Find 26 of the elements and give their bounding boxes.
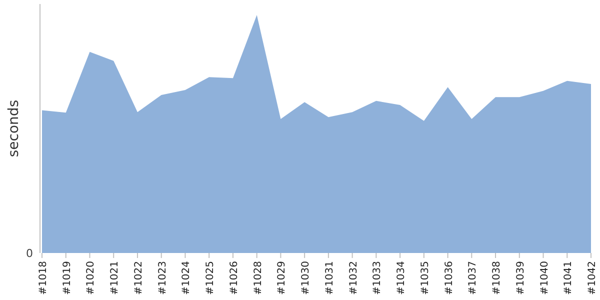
x-tick-label: #1024 xyxy=(181,261,192,295)
x-tick-label: #1023 xyxy=(157,261,168,295)
x-tick-label: #1036 xyxy=(444,261,455,295)
x-tick-label: #1030 xyxy=(300,261,312,295)
x-tick-label: #1028 xyxy=(252,261,264,295)
x-tick-label: #1037 xyxy=(468,261,479,295)
x-tick-label: #1026 xyxy=(228,261,240,295)
x-tick-label: #1031 xyxy=(324,261,336,295)
x-tick-label: #1019 xyxy=(62,261,73,295)
y-axis-title: seconds xyxy=(6,100,22,158)
x-tick-label: #1039 xyxy=(515,261,526,295)
x-tick-label: #1020 xyxy=(86,261,97,295)
x-tick-label: #1018 xyxy=(38,261,49,295)
x-tick-label: #1033 xyxy=(372,261,384,295)
x-tick-label: #1038 xyxy=(492,261,503,295)
x-tick-label: #1034 xyxy=(396,261,408,295)
annotation: 0 xyxy=(26,246,33,260)
x-tick-label: #1035 xyxy=(420,261,431,295)
x-tick-label: #1022 xyxy=(133,261,144,295)
x-tick-label: #1040 xyxy=(539,261,550,295)
x-tick-label: #1042 xyxy=(587,261,598,295)
x-tick-label: #1021 xyxy=(110,261,121,295)
x-tick-label: #1032 xyxy=(348,261,360,295)
x-tick-label: #1025 xyxy=(205,261,216,295)
x-tick-label: #1029 xyxy=(276,261,288,295)
x-tick-label: #1041 xyxy=(563,261,574,295)
